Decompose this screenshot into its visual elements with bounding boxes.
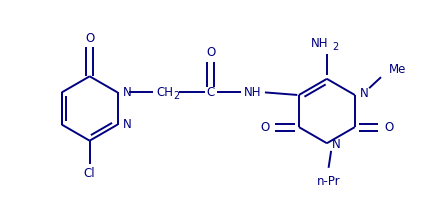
Text: 2: 2 xyxy=(332,42,338,52)
Text: NH: NH xyxy=(244,86,262,99)
Text: O: O xyxy=(261,121,270,134)
Text: Me: Me xyxy=(388,63,406,76)
Text: N: N xyxy=(332,138,341,151)
Text: C: C xyxy=(207,86,215,99)
Text: Cl: Cl xyxy=(84,167,96,180)
Text: CH: CH xyxy=(156,86,173,99)
Text: O: O xyxy=(206,46,215,59)
Text: 2: 2 xyxy=(174,91,180,101)
Text: O: O xyxy=(85,32,94,45)
Text: O: O xyxy=(384,121,393,134)
Text: NH: NH xyxy=(311,37,328,50)
Text: N: N xyxy=(123,86,131,99)
Text: N: N xyxy=(123,118,131,131)
Text: N: N xyxy=(360,87,368,100)
Text: n-Pr: n-Pr xyxy=(317,175,340,188)
